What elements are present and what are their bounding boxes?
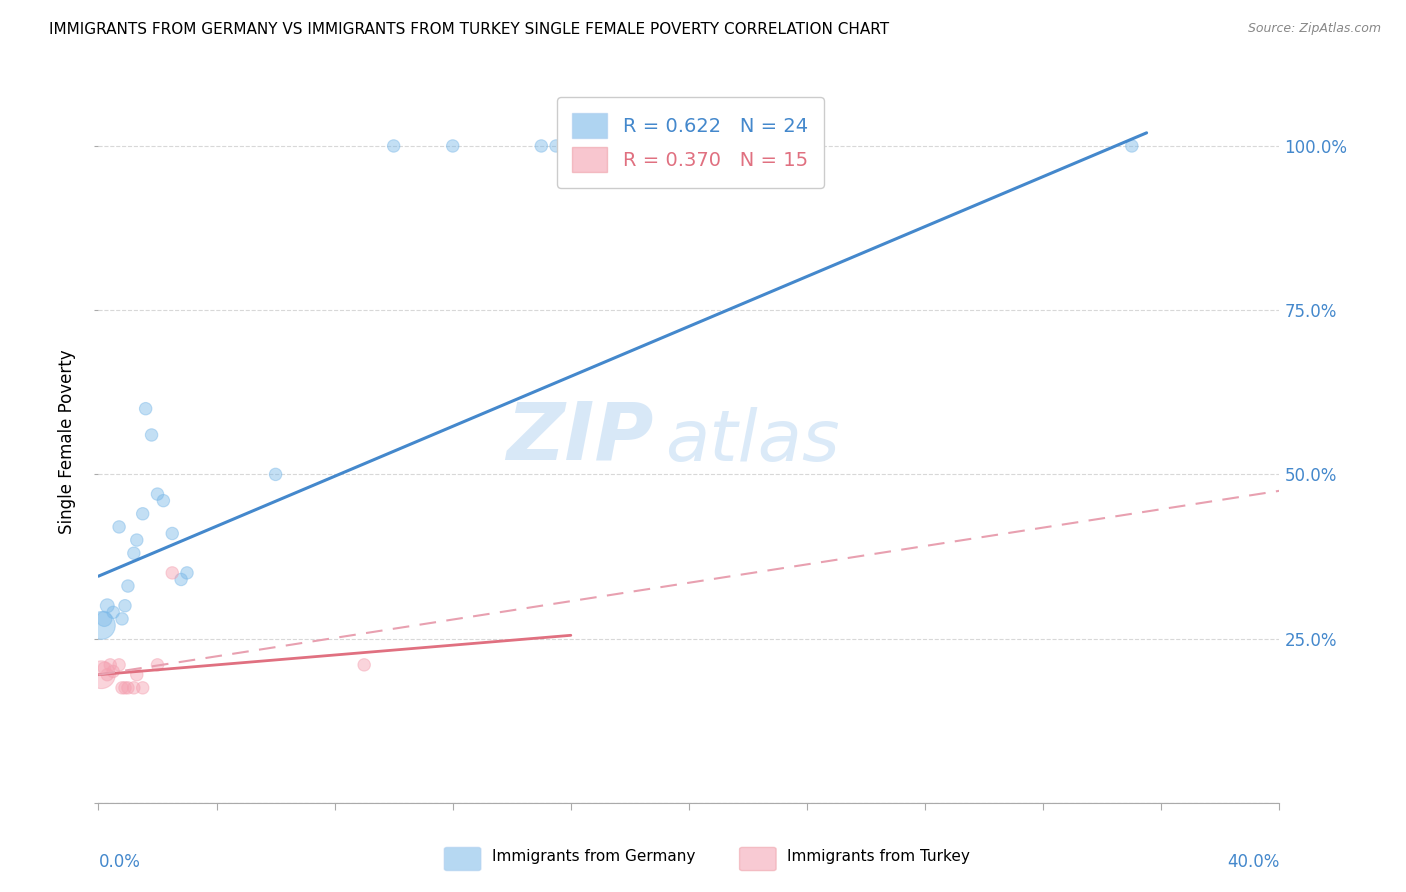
Point <box>146 657 169 672</box>
Point <box>111 681 134 695</box>
Point <box>382 139 405 153</box>
Point <box>93 612 115 626</box>
Point <box>125 667 148 681</box>
Y-axis label: Single Female Poverty: Single Female Poverty <box>58 350 76 533</box>
Text: 0.0%: 0.0% <box>98 854 141 871</box>
Point <box>103 605 125 619</box>
Point <box>162 526 183 541</box>
Point <box>162 566 183 580</box>
Point <box>117 681 139 695</box>
Point <box>114 599 136 613</box>
Point <box>146 487 169 501</box>
Point <box>441 139 464 153</box>
Text: Source: ZipAtlas.com: Source: ZipAtlas.com <box>1247 22 1381 36</box>
Point <box>90 618 112 632</box>
Point <box>114 681 136 695</box>
Text: ZIP: ZIP <box>506 399 654 477</box>
Point <box>111 612 134 626</box>
Text: Immigrants from Germany: Immigrants from Germany <box>492 849 696 863</box>
Point <box>264 467 287 482</box>
Point <box>530 139 553 153</box>
Point <box>132 507 155 521</box>
Point <box>170 573 193 587</box>
Point <box>96 599 118 613</box>
Point <box>108 520 131 534</box>
Point <box>108 657 131 672</box>
Point <box>103 665 125 679</box>
Point <box>135 401 157 416</box>
Point <box>1121 139 1143 153</box>
Text: IMMIGRANTS FROM GERMANY VS IMMIGRANTS FROM TURKEY SINGLE FEMALE POVERTY CORRELAT: IMMIGRANTS FROM GERMANY VS IMMIGRANTS FR… <box>49 22 890 37</box>
Text: Immigrants from Turkey: Immigrants from Turkey <box>787 849 970 863</box>
Point <box>117 579 139 593</box>
Point <box>353 657 375 672</box>
Point <box>546 139 568 153</box>
Point <box>98 657 121 672</box>
Point <box>125 533 148 547</box>
Point <box>132 681 155 695</box>
Point <box>152 493 174 508</box>
Point <box>96 667 118 681</box>
Point <box>93 661 115 675</box>
Point <box>141 428 163 442</box>
Text: 40.0%: 40.0% <box>1227 854 1279 871</box>
Point <box>122 681 145 695</box>
Legend: R = 0.622   N = 24, R = 0.370   N = 15: R = 0.622 N = 24, R = 0.370 N = 15 <box>557 97 824 188</box>
Point <box>90 667 112 681</box>
Point <box>176 566 198 580</box>
Point <box>122 546 145 560</box>
Text: atlas: atlas <box>665 407 839 476</box>
